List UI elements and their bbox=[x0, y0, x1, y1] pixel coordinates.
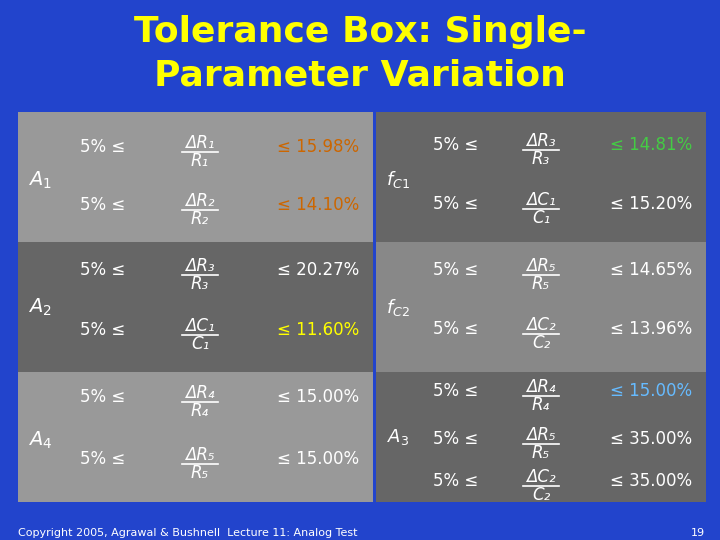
Text: 5% ≤: 5% ≤ bbox=[81, 261, 125, 279]
Bar bbox=[18, 112, 373, 502]
Text: C₂: C₂ bbox=[532, 334, 550, 352]
Bar bbox=[376, 112, 706, 502]
Text: ≤ 14.65%: ≤ 14.65% bbox=[610, 261, 692, 279]
Text: ≤ 20.27%: ≤ 20.27% bbox=[277, 261, 359, 279]
Text: ≤ 15.00%: ≤ 15.00% bbox=[610, 382, 692, 400]
Text: ≤ 15.98%: ≤ 15.98% bbox=[277, 138, 359, 156]
Text: R₃: R₃ bbox=[532, 150, 550, 168]
Text: 19: 19 bbox=[691, 528, 705, 538]
Text: ≤ 35.00%: ≤ 35.00% bbox=[610, 472, 692, 490]
Text: Copyright 2005, Agrawal & Bushnell  Lecture 11: Analog Test: Copyright 2005, Agrawal & Bushnell Lectu… bbox=[18, 528, 358, 538]
Text: ≤ 35.00%: ≤ 35.00% bbox=[610, 430, 692, 448]
Text: ≤ 15.00%: ≤ 15.00% bbox=[277, 388, 359, 406]
Text: ≤ 15.20%: ≤ 15.20% bbox=[610, 195, 692, 213]
Text: ≤ 14.81%: ≤ 14.81% bbox=[610, 136, 692, 154]
Text: 5% ≤: 5% ≤ bbox=[81, 450, 125, 468]
Text: $A_3$: $A_3$ bbox=[387, 427, 409, 447]
Text: R₂: R₂ bbox=[191, 210, 209, 228]
Text: ΔR₃: ΔR₃ bbox=[185, 257, 215, 275]
Text: ≤ 11.60%: ≤ 11.60% bbox=[277, 321, 359, 339]
Text: ≤ 15.00%: ≤ 15.00% bbox=[277, 450, 359, 468]
Text: 5% ≤: 5% ≤ bbox=[433, 136, 479, 154]
Text: 5% ≤: 5% ≤ bbox=[433, 320, 479, 338]
Text: $f_{C2}$: $f_{C2}$ bbox=[386, 296, 410, 318]
Text: Tolerance Box: Single-: Tolerance Box: Single- bbox=[134, 15, 586, 49]
Text: $A_4$: $A_4$ bbox=[28, 429, 52, 451]
Text: 5% ≤: 5% ≤ bbox=[81, 388, 125, 406]
Text: R₅: R₅ bbox=[532, 444, 550, 462]
Text: C₁: C₁ bbox=[191, 335, 209, 353]
Text: R₄: R₄ bbox=[191, 402, 209, 420]
Bar bbox=[376, 242, 706, 372]
Text: 5% ≤: 5% ≤ bbox=[433, 472, 479, 490]
Text: ΔC₂: ΔC₂ bbox=[526, 468, 556, 486]
Text: 5% ≤: 5% ≤ bbox=[81, 138, 125, 156]
Text: 5% ≤: 5% ≤ bbox=[433, 382, 479, 400]
Text: R₁: R₁ bbox=[191, 152, 209, 170]
Text: ΔC₁: ΔC₁ bbox=[185, 317, 215, 335]
Text: $A_2$: $A_2$ bbox=[28, 296, 52, 318]
Text: ≤ 14.10%: ≤ 14.10% bbox=[277, 196, 359, 214]
Text: $f_{C1}$: $f_{C1}$ bbox=[386, 170, 410, 191]
Text: ΔR₂: ΔR₂ bbox=[185, 192, 215, 210]
Text: Parameter Variation: Parameter Variation bbox=[154, 58, 566, 92]
Text: C₂: C₂ bbox=[532, 486, 550, 504]
Bar bbox=[376, 372, 706, 502]
Text: ΔR₅: ΔR₅ bbox=[526, 257, 556, 275]
Bar bbox=[376, 242, 706, 372]
Text: 5% ≤: 5% ≤ bbox=[433, 195, 479, 213]
Text: ΔR₅: ΔR₅ bbox=[526, 426, 556, 444]
Text: R₅: R₅ bbox=[532, 275, 550, 293]
Bar bbox=[18, 242, 373, 372]
Text: 5% ≤: 5% ≤ bbox=[81, 196, 125, 214]
Text: ΔR₄: ΔR₄ bbox=[185, 384, 215, 402]
Text: 5% ≤: 5% ≤ bbox=[433, 430, 479, 448]
Text: R₅: R₅ bbox=[191, 464, 209, 482]
Text: ΔR₅: ΔR₅ bbox=[185, 446, 215, 464]
Bar bbox=[376, 112, 706, 242]
Text: ≤ 13.96%: ≤ 13.96% bbox=[610, 320, 692, 338]
Text: C₁: C₁ bbox=[532, 209, 550, 227]
Text: ΔR₄: ΔR₄ bbox=[526, 378, 556, 396]
Text: ΔC₁: ΔC₁ bbox=[526, 191, 556, 209]
Text: ΔR₁: ΔR₁ bbox=[185, 134, 215, 152]
Text: ΔC₂: ΔC₂ bbox=[526, 316, 556, 334]
Text: R₃: R₃ bbox=[191, 275, 209, 293]
Text: 5% ≤: 5% ≤ bbox=[433, 261, 479, 279]
Text: 5% ≤: 5% ≤ bbox=[81, 321, 125, 339]
Text: ΔR₃: ΔR₃ bbox=[526, 132, 556, 150]
Text: R₄: R₄ bbox=[532, 396, 550, 414]
Text: $A_1$: $A_1$ bbox=[28, 170, 52, 191]
